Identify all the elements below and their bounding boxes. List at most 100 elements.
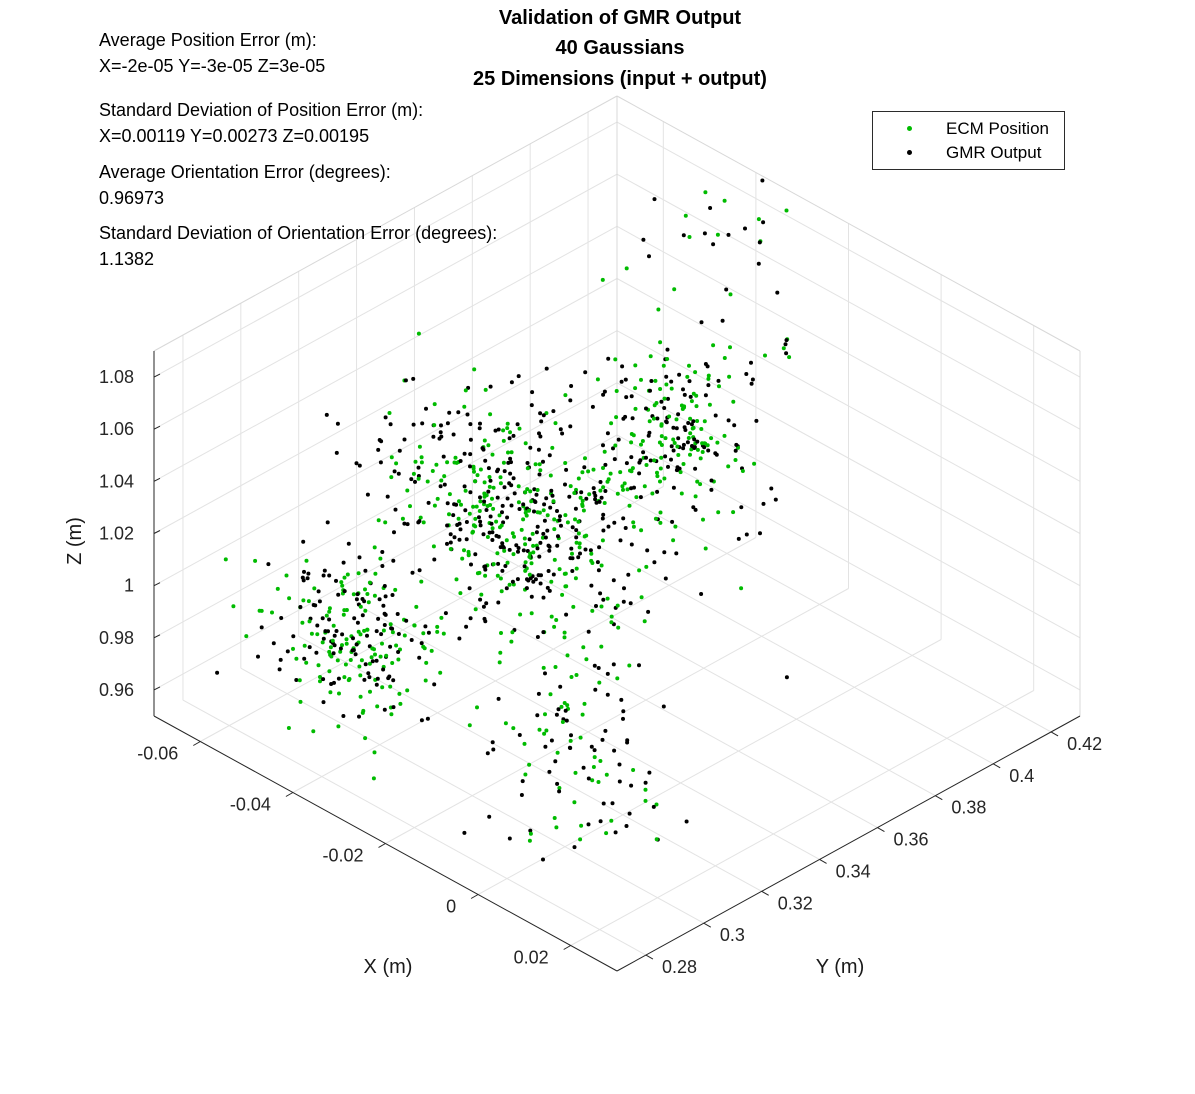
gmr-point-1061	[558, 684, 563, 689]
gmr-point-1051	[536, 691, 541, 696]
ecm-point-1075	[578, 735, 583, 740]
z-tick-mark-2	[153, 582, 161, 587]
ecm-point-1136	[680, 407, 685, 411]
chart-title-line-1: Validation of GMR Output	[498, 7, 742, 29]
ecm-point-64	[589, 551, 594, 556]
ecm-point-745	[393, 587, 398, 592]
gmr-point-427	[451, 432, 456, 437]
ecm-point-444	[673, 524, 678, 529]
ecm-point-308	[482, 438, 487, 443]
gmr-point-229	[534, 530, 539, 535]
ecm-point-579	[421, 644, 426, 649]
gmr-point-315	[411, 376, 416, 381]
gmr-point-805	[375, 676, 380, 681]
gmr-point-247	[445, 421, 450, 426]
ecm-point-821	[650, 491, 655, 496]
ecm-point-1187	[784, 208, 789, 213]
gmr-point-791	[390, 626, 395, 631]
ecm-point-343	[598, 488, 603, 493]
ecm-point-3	[442, 474, 447, 479]
gmr-point-306	[509, 460, 513, 465]
gmr-point-543	[481, 604, 486, 609]
grid-floor-x-3	[477, 639, 942, 895]
ecm-point-725	[341, 612, 346, 617]
y-tick-label-7: 0.42	[1067, 734, 1102, 754]
gmr-point-980	[661, 704, 666, 709]
y-tick-mark-5	[935, 795, 943, 801]
gmr-point-748	[321, 573, 326, 578]
gmr-point-1131	[662, 406, 667, 410]
grid-wall-z-a-3	[153, 278, 618, 534]
ecm-point-14	[419, 455, 424, 460]
ecm-point-101	[483, 573, 488, 578]
ecm-point-0	[639, 595, 644, 600]
ecm-point-807	[441, 631, 446, 636]
gmr-point-829	[666, 464, 670, 469]
gmr-point-483	[413, 479, 417, 484]
ecm-point-814	[497, 660, 502, 665]
ecm-point-787	[294, 656, 299, 661]
ecm-point-117	[602, 501, 607, 505]
ecm-point-776	[297, 678, 302, 683]
grid-floor-y-0	[182, 699, 647, 956]
gmr-point-808	[301, 578, 306, 583]
ecm-point-1206	[781, 346, 786, 351]
ecm-point-248	[529, 499, 534, 504]
gmr-point-460	[482, 499, 487, 504]
ecm-point-150	[590, 608, 595, 613]
ecm-point-710	[438, 670, 443, 675]
gmr-point-1138	[695, 439, 700, 444]
gmr-point-44	[507, 547, 512, 552]
ecm-point-239	[383, 520, 388, 525]
gmr-point-1029	[592, 663, 597, 668]
ecm-point-595	[338, 649, 343, 654]
gmr-point-240	[507, 481, 512, 486]
ecm-point-774	[367, 580, 372, 585]
gmr-point-325	[503, 564, 508, 568]
z-tick-mark-0	[153, 686, 161, 691]
gmr-point-107	[505, 515, 510, 520]
gmr-point-777	[382, 584, 387, 588]
ecm-point-1063	[542, 731, 547, 736]
gmr-point-944	[624, 461, 629, 466]
ecm-point-894	[658, 510, 663, 515]
gmr-point-843	[689, 422, 694, 427]
gmr-point-862	[706, 448, 711, 453]
gmr-point-120	[438, 430, 443, 435]
ecm-point-516	[498, 525, 502, 530]
gmr-point-1016	[520, 779, 525, 784]
gmr-point-484	[541, 459, 545, 464]
ecm-point-563	[371, 776, 376, 781]
ecm-point-1166	[675, 444, 680, 449]
gmr-point-449	[574, 535, 579, 540]
ecm-point-1134	[679, 403, 684, 408]
ecm-point-1170	[652, 458, 657, 463]
gmr-point-688	[325, 520, 330, 525]
ecm-point-873	[676, 453, 681, 457]
ecm-point-339	[553, 665, 558, 669]
scatter-points	[215, 178, 792, 862]
gmr-point-1090	[621, 716, 625, 721]
ecm-point-801	[291, 646, 295, 651]
ecm-point-291	[504, 538, 509, 543]
gmr-point-266	[442, 482, 447, 487]
ecm-point-953	[628, 468, 632, 473]
ecm-point-699	[405, 688, 410, 693]
ecm-point-631	[365, 627, 370, 632]
z-tick-label-5: 1.06	[99, 419, 134, 439]
gmr-point-937	[606, 356, 611, 361]
gmr-point-864	[681, 442, 686, 447]
ecm-point-798	[361, 708, 366, 713]
gmr-point-626	[327, 573, 332, 578]
gmr-point-6	[541, 595, 546, 600]
ecm-point-480	[471, 504, 476, 509]
gmr-point-178	[597, 499, 602, 504]
legend-marker-gmr	[907, 150, 912, 155]
gmr-point-743	[354, 597, 359, 602]
z-tick-mark-3	[153, 530, 161, 534]
legend-item-ecm-position: ECM Position	[873, 117, 1064, 141]
gmr-point-987	[586, 822, 591, 827]
ecm-point-680	[339, 580, 344, 585]
ecm-point-471	[488, 412, 493, 417]
gmr-point-1161	[638, 458, 643, 463]
